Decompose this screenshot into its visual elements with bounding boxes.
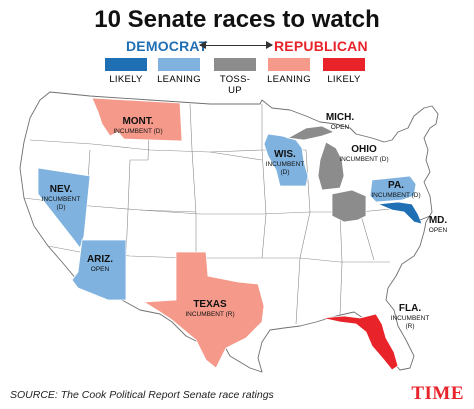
state-note-florida: INCUMBENT [391, 315, 430, 322]
state-note-wisconsin: INCUMBENT [266, 161, 305, 168]
legend-swatch [214, 58, 256, 71]
state-name-pennsylvania: PA. [388, 180, 404, 191]
state-nevada [37, 167, 91, 249]
source-note: SOURCE: The Cook Political Report Senate… [10, 389, 274, 401]
legend-likely-republican: LIKELY [322, 58, 366, 85]
map-title: 10 Senate races to watch [94, 6, 380, 33]
state-note-nevada-2: (D) [56, 204, 65, 211]
us-map: MONT. INCUMBENT (D) NEV. INCUMBENT (D) A… [19, 91, 448, 373]
legend-swatch [105, 58, 147, 71]
state-note-texas: INCUMBENT (R) [185, 311, 234, 318]
legend-label: TOSS-UP [219, 74, 251, 96]
state-note-ohio: INCUMBENT (D) [339, 156, 388, 163]
state-maryland [377, 201, 423, 225]
legend-likely-democrat: LIKELY [104, 58, 148, 85]
state-name-florida: FLA. [399, 303, 421, 314]
state-arizona [71, 239, 127, 301]
legend-leaning-democrat: LEANING [157, 58, 201, 85]
legend-label: LEANING [157, 74, 201, 85]
state-note-nevada: INCUMBENT [42, 196, 81, 203]
legend-label: LEANING [267, 74, 311, 85]
time-logo: TIME [411, 383, 464, 404]
legend-leaning-republican: LEANING [267, 58, 311, 85]
state-note-arizona: OPEN [91, 266, 110, 273]
state-note-wisconsin-2: (D) [280, 169, 289, 176]
state-note-florida-2: (R) [405, 323, 414, 330]
legend-label: LIKELY [109, 74, 143, 85]
democrat-label: DEMOCRAT [126, 38, 208, 54]
legend-swatch [268, 58, 310, 71]
state-pennsylvania [369, 175, 417, 203]
state-name-montana: MONT. [122, 116, 153, 127]
state-note-montana: INCUMBENT (D) [113, 128, 162, 135]
state-ohio [331, 189, 367, 223]
scale-arrow [199, 41, 273, 49]
state-name-ohio: OHIO [351, 144, 377, 155]
legend-label: LIKELY [327, 74, 361, 85]
state-name-arizona: ARIZ. [87, 254, 113, 265]
state-note-michigan: OPEN [331, 124, 350, 131]
state-michigan [317, 141, 345, 191]
state-name-michigan: MICH. [326, 112, 355, 123]
state-florida [321, 313, 399, 371]
state-name-texas: TEXAS [193, 299, 227, 310]
maryland-leader-line [419, 215, 431, 221]
legend-swatch [323, 58, 365, 71]
state-name-wisconsin: WIS. [274, 149, 296, 160]
state-texas [142, 251, 265, 369]
state-note-pennsylvania: INCUMBENT (D) [371, 192, 420, 199]
legend-swatch [158, 58, 200, 71]
state-michigan-upper [286, 125, 336, 141]
state-montana [91, 97, 183, 142]
state-wisconsin [263, 133, 309, 187]
legend-toss-up: TOSS-UP [213, 58, 257, 96]
republican-label: REPUBLICAN [274, 38, 368, 54]
state-note-maryland: OPEN [429, 227, 448, 234]
state-name-maryland: MD. [429, 215, 448, 226]
state-name-nevada: NEV. [50, 184, 73, 195]
